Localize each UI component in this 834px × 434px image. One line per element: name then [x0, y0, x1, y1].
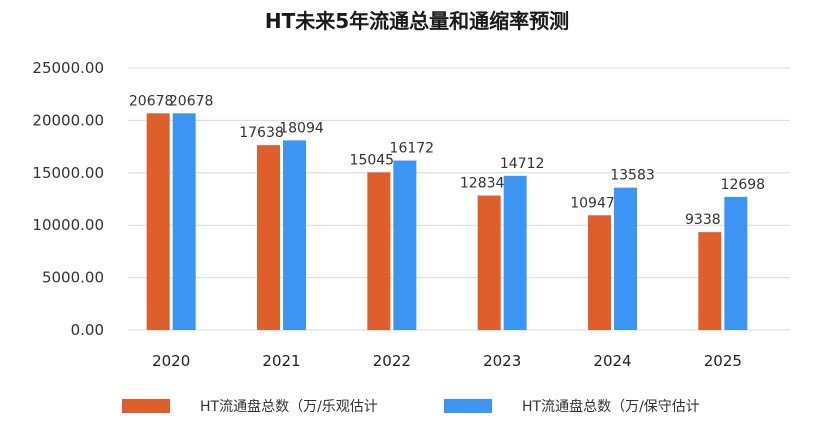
bar-optimistic-2022: [367, 172, 391, 330]
bar-conservative-2023: [503, 175, 527, 330]
x-axis: 2020 2021 2022 2023 2024 2025: [152, 352, 742, 370]
x-tick-label: 2025: [704, 352, 742, 370]
y-tick-label: 20000.00: [32, 111, 104, 129]
data-label: 12698: [721, 177, 766, 193]
data-label: 15045: [350, 152, 395, 168]
bar-conservative-2021: [283, 140, 306, 330]
x-tick-label: 2022: [373, 352, 411, 370]
bar-conservative-2020: [172, 113, 196, 331]
bar-optimistic-2023: [477, 195, 501, 330]
y-tick-label: 25000.00: [32, 59, 104, 77]
data-label: 20678: [129, 93, 174, 109]
data-label: 17638: [239, 125, 284, 141]
legend-swatch: [444, 399, 492, 413]
x-tick-label: 2024: [593, 352, 631, 370]
data-label: 18094: [279, 120, 324, 136]
legend: HT流通盘总数（万/乐观估计 HT流通盘总数（万/保守估计: [122, 398, 700, 415]
data-label: 12834: [460, 175, 505, 191]
data-label: 20678: [169, 93, 214, 109]
x-tick-label: 2021: [262, 352, 300, 370]
y-axis: 0.00 5000.00 10000.00 15000.00 20000.00 25000…: [32, 59, 104, 339]
bar-conservative-2022: [393, 160, 417, 330]
chart-title: HT未来5年流通总量和通缩率预测: [265, 9, 569, 33]
bar-conservative-2025: [724, 196, 748, 330]
data-label: 10947: [570, 195, 615, 211]
x-tick-label: 2023: [483, 352, 521, 370]
bar-optimistic-2025: [698, 232, 722, 330]
bar-optimistic-2024: [588, 215, 611, 330]
y-tick-label: 0.00: [71, 321, 104, 339]
legend-swatch: [122, 399, 170, 413]
legend-label: HT流通盘总数（万/乐观估计: [200, 398, 378, 415]
x-tick-label: 2020: [152, 352, 190, 370]
data-label: 14712: [500, 156, 545, 172]
data-label: 13583: [610, 168, 655, 184]
bar-optimistic-2021: [257, 145, 280, 330]
data-label: 16172: [390, 141, 435, 157]
y-tick-label: 10000.00: [32, 216, 104, 234]
data-label: 9338: [685, 212, 721, 228]
bars: [146, 113, 748, 331]
y-tick-label: 15000.00: [32, 164, 104, 182]
y-tick-label: 5000.00: [42, 269, 104, 287]
legend-label: HT流通盘总数（万/保守估计: [522, 398, 700, 415]
gridlines: [128, 67, 790, 331]
bar-conservative-2024: [614, 187, 637, 330]
bar-optimistic-2020: [146, 113, 170, 331]
